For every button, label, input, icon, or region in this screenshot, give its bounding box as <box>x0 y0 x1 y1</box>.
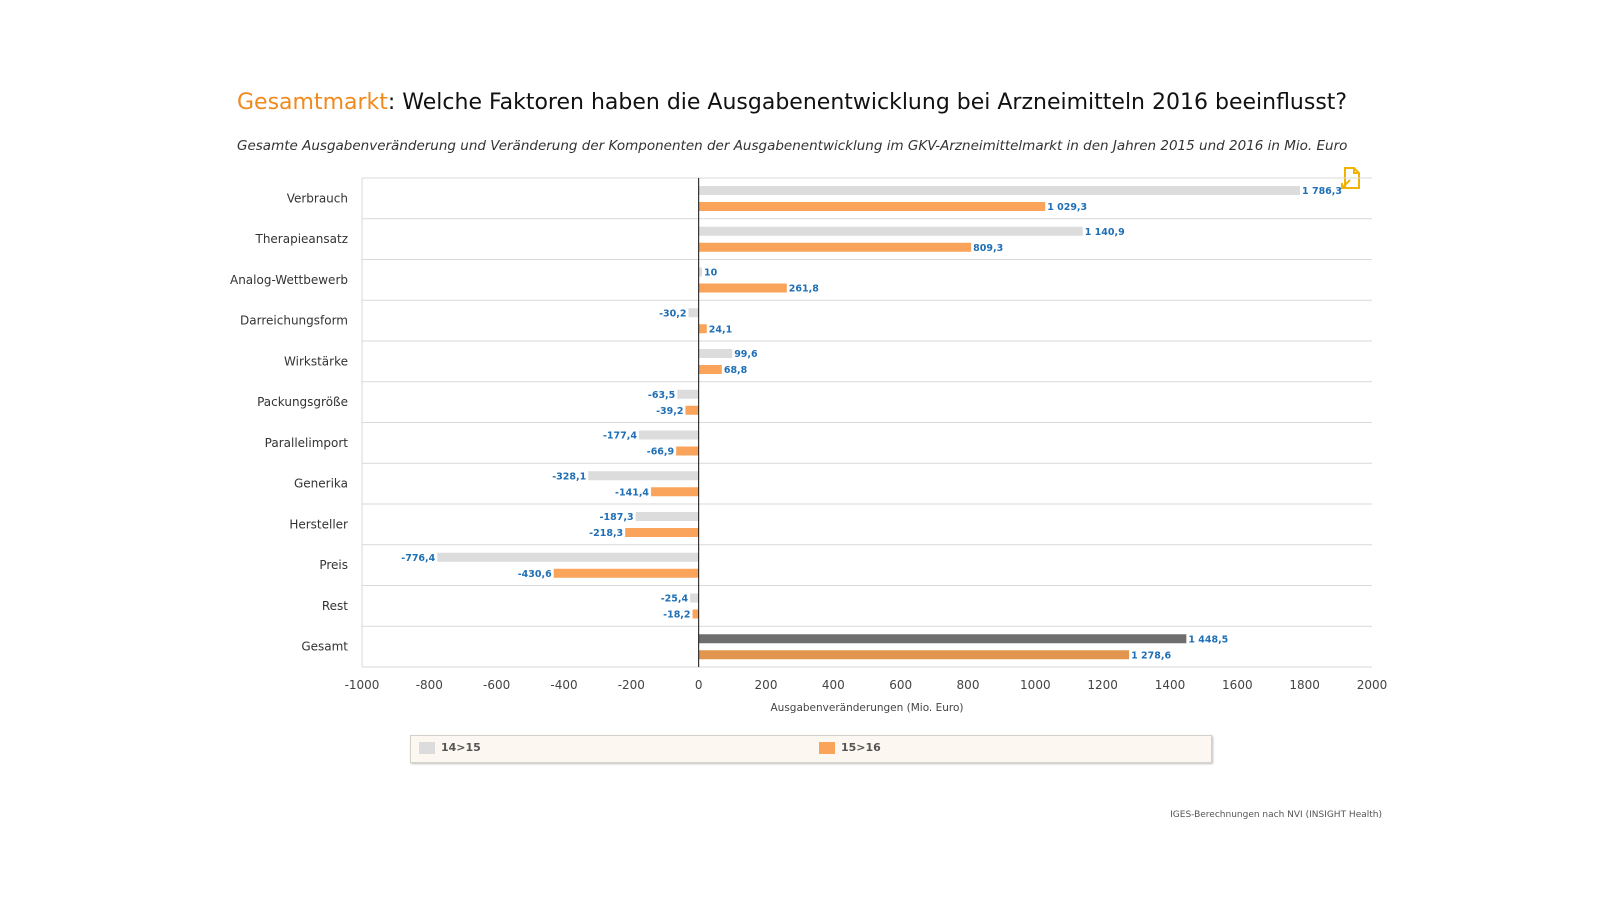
x-tick-label: -200 <box>618 678 645 692</box>
data-label-15-16-hersteller: -218,3 <box>589 528 623 539</box>
category-label-hersteller: Hersteller <box>289 517 348 531</box>
bar-15-16-rest <box>692 609 699 619</box>
category-label-packungsgroesse: Packungsgröße <box>257 395 348 409</box>
data-label-14-15-verbrauch: 1 786,3 <box>1302 186 1342 197</box>
data-label-14-15-hersteller: -187,3 <box>600 512 634 523</box>
x-tick-label: 2000 <box>1357 678 1388 692</box>
bar-14-15-parallelimport <box>638 430 699 440</box>
data-label-14-15-darreichungsform: -30,2 <box>659 308 686 319</box>
data-label-14-15-wirkstaerke: 99,6 <box>734 349 758 360</box>
chart-title: Gesamtmarkt: Welche Faktoren haben die A… <box>237 90 1347 115</box>
bar-15-16-gesamt <box>698 650 1130 660</box>
x-axis-title: Ausgabenveränderungen (Mio. Euro) <box>770 702 963 714</box>
data-label-15-16-therapieansatz: 809,3 <box>973 243 1003 254</box>
data-label-15-16-darreichungsform: 24,1 <box>709 324 732 335</box>
x-tick-label: 600 <box>889 678 912 692</box>
x-tick-label: 1400 <box>1155 678 1186 692</box>
title-text: : Welche Faktoren haben die Ausgabenentw… <box>387 90 1348 115</box>
x-tick-label: -400 <box>550 678 577 692</box>
data-label-14-15-therapieansatz: 1 140,9 <box>1085 227 1125 238</box>
category-label-analog-wettbewerb: Analog-Wettbewerb <box>230 273 348 287</box>
data-label-15-16-wirkstaerke: 68,8 <box>724 365 748 376</box>
legend-swatch-15-16 <box>819 741 835 754</box>
title-highlight: Gesamtmarkt <box>237 90 388 115</box>
data-label-14-15-parallelimport: -177,4 <box>603 431 637 442</box>
data-label-14-15-rest: -25,4 <box>661 594 689 605</box>
x-tick-label: 0 <box>695 678 703 692</box>
data-label-15-16-analog-wettbewerb: 261,8 <box>789 284 819 295</box>
bar-15-16-wirkstaerke <box>698 365 722 374</box>
data-label-14-15-packungsgroesse: -63,5 <box>648 390 675 401</box>
category-label-parallelimport: Parallelimport <box>265 436 349 450</box>
data-label-15-16-generika: -141,4 <box>615 487 649 498</box>
bar-15-16-analog-wettbewerb <box>698 283 787 293</box>
legend-item-14-15[interactable]: 14>15 <box>419 741 481 754</box>
bar-15-16-packungsgroesse <box>685 405 699 415</box>
category-label-darreichungsform: Darreichungsform <box>240 314 348 328</box>
bar-14-15-gesamt <box>698 634 1187 644</box>
data-label-15-16-parallelimport: -66,9 <box>647 447 674 458</box>
data-label-15-16-verbrauch: 1 029,3 <box>1047 202 1087 213</box>
data-label-15-16-rest: -18,2 <box>663 610 690 621</box>
bar-15-16-preis <box>553 568 699 578</box>
legend-swatch-14-15 <box>419 741 435 754</box>
x-tick-label: 800 <box>957 678 980 692</box>
x-tick-label: -600 <box>483 678 510 692</box>
x-tick-label: 1200 <box>1087 678 1118 692</box>
x-tick-label: 200 <box>755 678 778 692</box>
bar-15-16-parallelimport <box>676 446 699 456</box>
category-label-wirkstaerke: Wirkstärke <box>284 354 348 368</box>
x-tick-label: -800 <box>416 678 443 692</box>
legend-label-14-15: 14>15 <box>441 741 481 754</box>
legend: 14>15 15>16 <box>410 735 1212 763</box>
x-tick-label: -1000 <box>345 678 380 692</box>
bar-14-15-therapieansatz <box>698 226 1083 236</box>
category-label-preis: Preis <box>319 558 348 572</box>
category-label-generika: Generika <box>294 477 348 491</box>
data-label-14-15-analog-wettbewerb: 10 <box>704 268 718 279</box>
source-note: IGES-Berechnungen nach NVI (INSIGHT Heal… <box>1170 810 1382 820</box>
bar-15-16-verbrauch <box>698 202 1046 211</box>
x-tick-label: 1800 <box>1289 678 1320 692</box>
data-label-14-15-generika: -328,1 <box>552 471 586 482</box>
bar-15-16-darreichungsform <box>698 324 707 334</box>
export-document-icon[interactable] <box>1338 166 1364 192</box>
data-label-15-16-gesamt: 1 278,6 <box>1131 650 1171 661</box>
legend-item-15-16[interactable]: 15>16 <box>819 741 881 754</box>
data-label-14-15-preis: -776,4 <box>401 553 435 564</box>
bar-14-15-verbrauch <box>698 186 1301 195</box>
bar-14-15-rest <box>690 593 699 603</box>
bar-15-16-generika <box>651 487 699 497</box>
bar-14-15-preis <box>437 552 699 562</box>
category-label-gesamt: Gesamt <box>301 640 348 654</box>
category-label-rest: Rest <box>322 599 348 613</box>
bar-14-15-packungsgroesse <box>677 389 699 399</box>
x-tick-label: 1000 <box>1020 678 1051 692</box>
bar-15-16-therapieansatz <box>698 242 972 252</box>
x-tick-label: 1600 <box>1222 678 1253 692</box>
bar-14-15-generika <box>588 471 699 481</box>
x-tick-label: 400 <box>822 678 845 692</box>
category-label-therapieansatz: Therapieansatz <box>254 232 348 246</box>
legend-label-15-16: 15>16 <box>841 741 881 754</box>
bar-14-15-hersteller <box>635 512 699 521</box>
category-label-verbrauch: Verbrauch <box>287 191 348 205</box>
bar-15-16-hersteller <box>625 528 699 537</box>
data-label-14-15-gesamt: 1 448,5 <box>1188 634 1228 645</box>
chart-subtitle: Gesamte Ausgabenveränderung und Veränder… <box>237 138 1348 154</box>
bar-14-15-analog-wettbewerb <box>698 267 703 277</box>
data-label-15-16-packungsgroesse: -39,2 <box>656 406 683 417</box>
bar-14-15-wirkstaerke <box>698 349 733 358</box>
bar-14-15-darreichungsform <box>688 308 699 318</box>
data-label-15-16-preis: -430,6 <box>518 569 552 580</box>
